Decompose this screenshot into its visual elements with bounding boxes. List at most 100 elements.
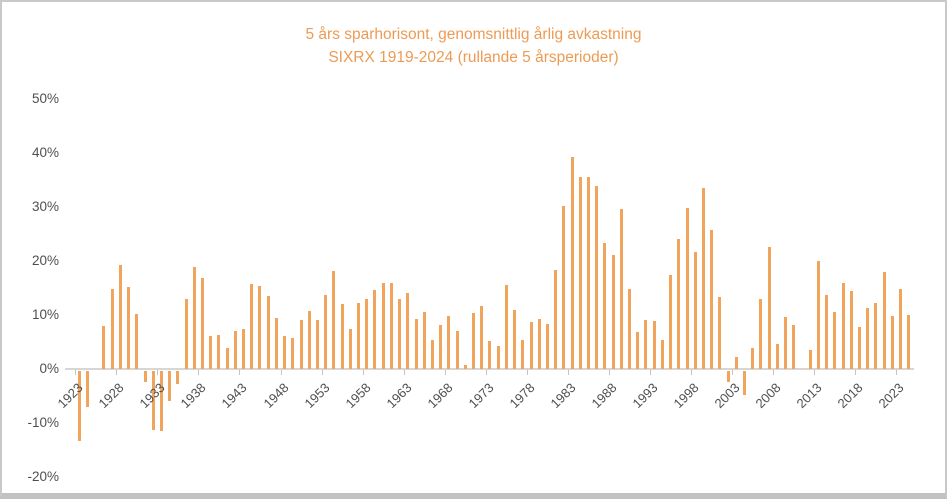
bar-1980 xyxy=(545,324,549,369)
bar-1948 xyxy=(283,336,287,369)
bar-2001 xyxy=(718,297,722,369)
bar-1960 xyxy=(381,283,385,369)
bar-1988 xyxy=(611,255,615,369)
bar-2000 xyxy=(710,230,714,369)
bar-1993 xyxy=(652,320,656,369)
bar-1947 xyxy=(274,318,278,369)
x-tick-2008 xyxy=(773,370,775,375)
bar-2007 xyxy=(767,246,771,369)
chart-title: 5 års sparhorisont, genomsnittlig årlig … xyxy=(2,23,945,69)
bar-1974 xyxy=(496,345,500,369)
bar-1954 xyxy=(332,271,336,369)
y-tick-label-20: 20% xyxy=(31,253,59,268)
bar-1985 xyxy=(587,177,590,369)
bar-1951 xyxy=(307,311,311,369)
bar-2016 xyxy=(841,283,845,369)
x-tick-1948 xyxy=(280,370,282,375)
x-tick-2018 xyxy=(855,370,857,375)
bar-1939 xyxy=(209,336,213,369)
bar-1942 xyxy=(233,331,237,369)
bar-1931 xyxy=(143,371,147,382)
bar-2019 xyxy=(866,307,870,369)
bar-1958 xyxy=(365,298,369,369)
bar-1937 xyxy=(192,266,196,369)
bar-1965 xyxy=(422,312,426,369)
x-tick-1928 xyxy=(116,370,118,375)
bar-1999 xyxy=(701,188,705,369)
y-tick-label-50: 50% xyxy=(31,91,59,106)
bar-1992 xyxy=(644,319,648,369)
y-tick-label-0: 0% xyxy=(39,361,59,376)
bar-2014 xyxy=(825,295,829,369)
bar-1989 xyxy=(619,209,623,369)
x-tick-1968 xyxy=(444,370,446,375)
bar-1949 xyxy=(291,338,295,369)
bar-1945 xyxy=(258,286,262,369)
bar-1983 xyxy=(570,157,574,369)
bar-1986 xyxy=(595,186,599,369)
bar-1963 xyxy=(406,292,410,369)
y-tick-label-40: 40% xyxy=(31,145,59,160)
bar-2009 xyxy=(784,317,788,369)
bar-2015 xyxy=(833,311,837,369)
bar-1944 xyxy=(250,284,254,369)
bar-2018 xyxy=(858,326,862,369)
y-tick-label--10: -10% xyxy=(27,415,59,430)
bar-1950 xyxy=(299,319,303,369)
bar-1952 xyxy=(315,319,319,369)
bar-1984 xyxy=(578,177,582,369)
bar-1940 xyxy=(217,334,221,369)
x-tick-1998 xyxy=(691,370,693,375)
chart-title-line2: SIXRX 1919-2024 (rullande 5 årsperioder) xyxy=(328,49,619,66)
bar-1971 xyxy=(472,313,476,369)
x-tick-1983 xyxy=(567,370,569,375)
bar-2012 xyxy=(808,350,812,369)
bar-2008 xyxy=(775,344,779,369)
bar-1957 xyxy=(357,303,361,369)
x-axis-line xyxy=(65,368,914,370)
bar-1955 xyxy=(340,304,344,369)
bar-1938 xyxy=(200,277,204,369)
x-tick-1993 xyxy=(650,370,652,375)
bar-1978 xyxy=(529,322,533,369)
x-tick-1973 xyxy=(485,370,487,375)
x-tick-1988 xyxy=(608,370,610,375)
x-tick-1923 xyxy=(75,370,77,375)
bar-1956 xyxy=(348,328,352,369)
bar-1998 xyxy=(693,251,697,369)
bar-1969 xyxy=(455,331,459,369)
bar-1923 xyxy=(77,371,81,442)
bar-1990 xyxy=(628,289,632,369)
bar-1964 xyxy=(414,318,418,369)
bar-1928 xyxy=(118,264,122,369)
bar-1970 xyxy=(463,364,467,369)
bar-2004 xyxy=(743,371,747,395)
bar-1997 xyxy=(685,208,689,369)
y-tick-label-30: 30% xyxy=(31,199,59,214)
bar-1996 xyxy=(677,238,681,369)
bar-2005 xyxy=(751,347,755,369)
bar-1972 xyxy=(480,305,484,369)
x-tick-1943 xyxy=(239,370,241,375)
bar-1979 xyxy=(537,318,541,369)
bar-2023 xyxy=(899,289,903,369)
bar-1967 xyxy=(439,325,443,369)
bar-1953 xyxy=(324,295,328,369)
x-tick-1963 xyxy=(403,370,405,375)
bar-2021 xyxy=(882,272,886,369)
bar-1995 xyxy=(669,275,673,369)
bar-2002 xyxy=(726,371,730,383)
bar-1976 xyxy=(513,310,517,369)
bar-1933 xyxy=(159,371,163,431)
bar-1943 xyxy=(242,329,246,369)
x-tick-1953 xyxy=(321,370,323,375)
x-tick-2023 xyxy=(896,370,898,375)
bar-1968 xyxy=(447,315,451,369)
bar-2006 xyxy=(759,298,763,369)
bar-1926 xyxy=(102,325,106,369)
y-tick-label--20: -20% xyxy=(27,469,59,484)
bar-2024 xyxy=(907,315,911,369)
bar-2017 xyxy=(849,291,853,369)
x-tick-1933 xyxy=(157,370,159,375)
